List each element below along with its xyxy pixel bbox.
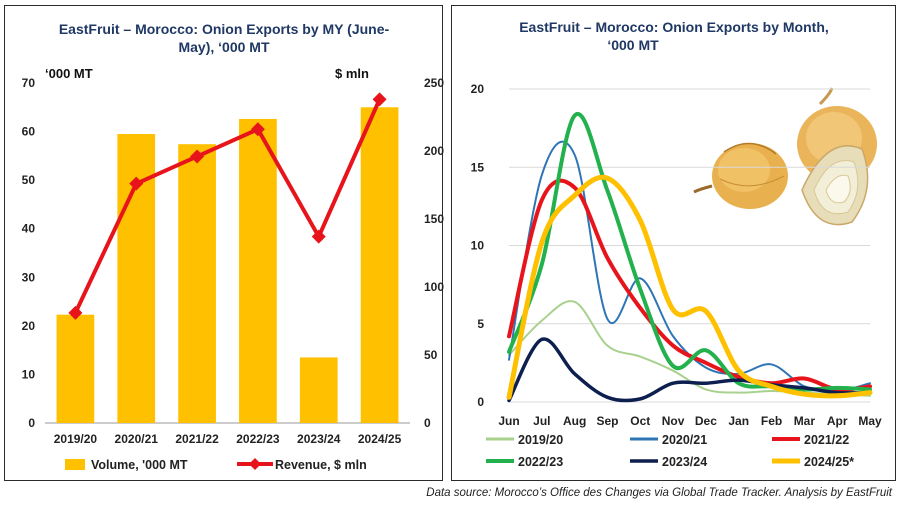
right-chart-panel: EastFruit – Morocco: Onion Exports by Mo… xyxy=(451,5,896,481)
right-y-tick-label: 0 xyxy=(424,416,431,430)
volume-bar xyxy=(360,107,399,424)
x-tick-label: Sep xyxy=(596,414,618,428)
data-source-note: Data source: Morocco’s Office des Change… xyxy=(426,487,892,499)
left-y-tick-label: 50 xyxy=(22,173,36,187)
left-chart-title-line-2: May), ‘000 MT xyxy=(178,39,269,55)
volume-revenue-chart: EastFruit – Morocco: Onion Exports by MY… xyxy=(22,21,444,472)
y-tick-label: 15 xyxy=(471,160,485,174)
x-tick-label: Dec xyxy=(695,414,717,428)
y-tick-label: 0 xyxy=(477,395,484,409)
volume-bar xyxy=(56,314,95,423)
left-chart-title-line-1: EastFruit – Morocco: Onion Exports by MY… xyxy=(59,21,390,37)
revenue-point xyxy=(190,149,205,164)
legend-revenue-label: Revenue, $ mln xyxy=(275,458,367,472)
x-tick-label: 2019/20 xyxy=(54,432,98,446)
volume-bar xyxy=(299,357,338,423)
revenue-point xyxy=(250,122,265,137)
legend-label: 2023/24 xyxy=(662,455,707,469)
volume-bar xyxy=(239,118,277,423)
legend-label: 2024/25* xyxy=(804,455,854,469)
revenue-point xyxy=(372,92,387,107)
legend-volume-swatch xyxy=(65,459,85,470)
left-y-tick-label: 70 xyxy=(22,76,36,90)
right-chart-title-line-2: ‘000 MT xyxy=(607,37,659,53)
x-tick-label: 2023/24 xyxy=(297,432,341,446)
right-y-tick-label: 50 xyxy=(424,348,438,362)
legend-label: 2019/20 xyxy=(518,433,563,447)
left-y-tick-label: 10 xyxy=(22,367,36,381)
left-axis-unit-label: ‘000 MT xyxy=(45,66,93,81)
legend-label: 2020/21 xyxy=(662,433,707,447)
x-tick-label: 2022/23 xyxy=(236,432,280,446)
left-y-tick-label: 0 xyxy=(28,416,35,430)
legend-label: 2021/22 xyxy=(804,433,849,447)
y-tick-label: 20 xyxy=(471,82,485,96)
right-chart-title-line-1: EastFruit – Morocco: Onion Exports by Mo… xyxy=(519,19,829,35)
x-tick-label: Feb xyxy=(761,414,782,428)
left-y-tick-label: 30 xyxy=(22,270,36,284)
x-tick-label: Jun xyxy=(498,414,519,428)
x-tick-label: Mar xyxy=(794,414,816,428)
revenue-point xyxy=(129,176,144,191)
left-y-tick-label: 40 xyxy=(22,222,36,236)
legend-revenue-marker xyxy=(249,458,261,470)
revenue-point xyxy=(311,229,326,244)
left-y-tick-label: 20 xyxy=(22,319,36,333)
right-axis-unit-label: $ mln xyxy=(335,66,369,81)
right-y-tick-label: 200 xyxy=(424,144,444,158)
x-tick-label: Aug xyxy=(563,414,586,428)
onion-photo xyxy=(693,87,877,226)
x-tick-label: 2021/22 xyxy=(175,432,219,446)
x-tick-label: 2020/21 xyxy=(115,432,159,446)
right-y-tick-label: 250 xyxy=(424,76,444,90)
right-y-tick-label: 150 xyxy=(424,212,444,226)
x-tick-label: Nov xyxy=(662,414,685,428)
volume-bar xyxy=(178,144,216,423)
x-tick-label: Apr xyxy=(827,414,848,428)
x-tick-label: May xyxy=(858,414,882,428)
revenue-point xyxy=(68,305,83,320)
x-tick-label: Jul xyxy=(533,414,550,428)
legend-volume-label: Volume, '000 MT xyxy=(91,458,188,472)
legend-label: 2022/23 xyxy=(518,455,563,469)
right-y-tick-label: 100 xyxy=(424,280,444,294)
y-tick-label: 10 xyxy=(471,239,485,253)
x-tick-label: Jan xyxy=(728,414,749,428)
monthly-exports-chart: EastFruit – Morocco: Onion Exports by Mo… xyxy=(471,19,882,469)
x-tick-label: 2024/25 xyxy=(358,432,402,446)
left-chart-panel: EastFruit – Morocco: Onion Exports by MY… xyxy=(4,5,444,481)
series-line-2024-25- xyxy=(506,174,873,400)
revenue-line xyxy=(73,98,382,314)
y-tick-label: 5 xyxy=(477,317,484,331)
left-y-tick-label: 60 xyxy=(22,125,36,139)
series-line-2023-24 xyxy=(507,337,872,403)
x-tick-label: Oct xyxy=(630,414,650,428)
